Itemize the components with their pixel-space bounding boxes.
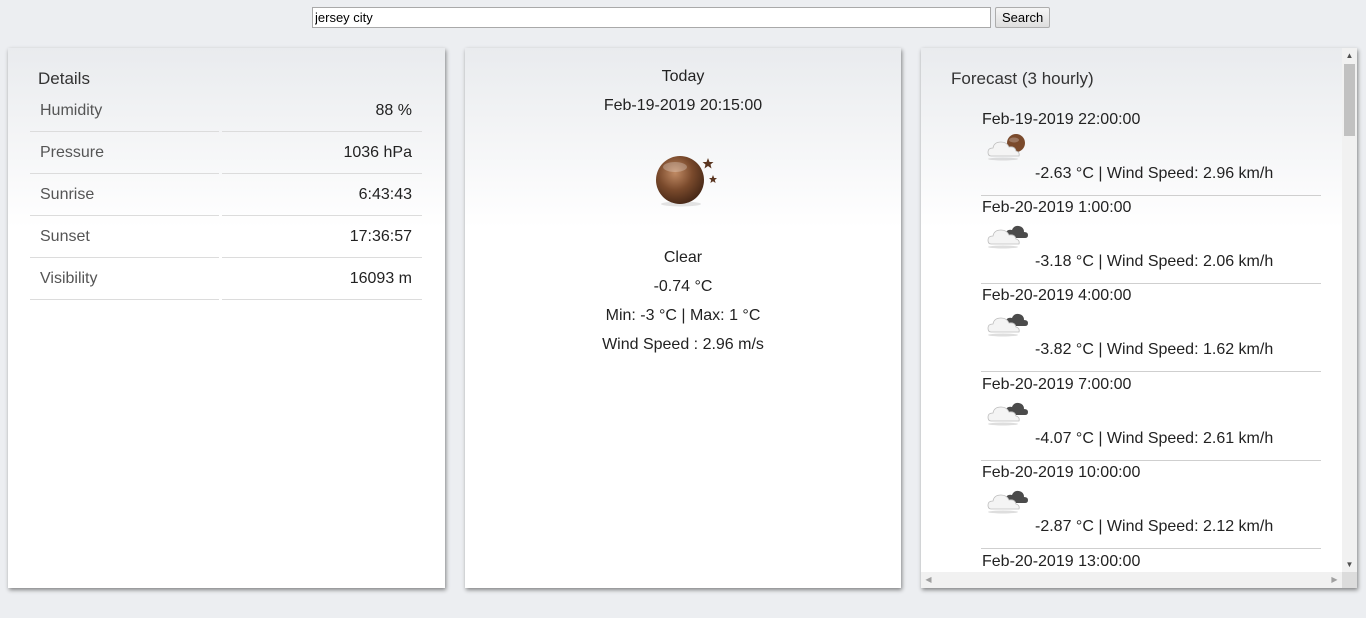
forecast-scroll-area[interactable]: Forecast (3 hourly) Feb-19-2019 22:00:00… (921, 48, 1341, 572)
scrollbar-thumb[interactable] (1344, 64, 1355, 136)
detail-row-sunrise: Sunrise 6:43:43 (30, 174, 422, 216)
detail-row-sunset: Sunset 17:36:57 (30, 216, 422, 258)
details-title: Details (38, 69, 90, 88)
forecast-info: -3.82 °C | Wind Speed: 1.62 km/h (1035, 341, 1274, 358)
forecast-datetime: Feb-19-2019 22:00:00 (982, 111, 1141, 128)
forecast-datetime: Feb-20-2019 4:00:00 (982, 287, 1132, 304)
forecast-title: Forecast (3 hourly) (951, 69, 1094, 88)
forecast-info: -3.18 °C | Wind Speed: 2.06 km/h (1035, 253, 1274, 270)
forecast-datetime: Feb-20-2019 13:00:00 (982, 553, 1141, 570)
detail-value: 17:36:57 (222, 216, 422, 258)
vertical-scrollbar[interactable]: ▲ ▼ (1342, 48, 1357, 572)
forecast-item: Feb-20-2019 4:00:00 -3.82 °C | Wind Spee… (981, 284, 1321, 372)
forecast-panel[interactable]: Forecast (3 hourly) Feb-19-2019 22:00:00… (921, 48, 1357, 588)
forecast-info: -2.87 °C | Wind Speed: 2.12 km/h (1035, 518, 1274, 535)
forecast-datetime: Feb-20-2019 1:00:00 (982, 199, 1132, 216)
detail-label: Visibility (30, 258, 219, 300)
today-temperature: -0.74 °C (653, 278, 713, 295)
search-button[interactable]: Search (995, 7, 1051, 28)
dark-cloud-icon (987, 490, 1028, 514)
forecast-item: Feb-20-2019 7:00:00 -4.07 °C | Wind Spee… (981, 373, 1321, 461)
forecast-info: -2.63 °C | Wind Speed: 2.96 km/h (1035, 165, 1274, 182)
scroll-up-arrow-icon[interactable]: ▲ (1345, 51, 1354, 60)
moon-night-icon (656, 156, 717, 207)
forecast-item: Feb-20-2019 1:00:00 -3.18 °C | Wind Spee… (981, 196, 1321, 284)
detail-value: 6:43:43 (222, 174, 422, 216)
dark-cloud-icon (987, 313, 1028, 337)
detail-row-visibility: Visibility 16093 m (30, 258, 422, 300)
search-bar: Search (312, 7, 1051, 28)
forecast-item: Feb-20-2019 13:00:00 (981, 550, 1321, 572)
dark-cloud-icon (987, 402, 1028, 426)
scroll-down-arrow-icon[interactable]: ▼ (1345, 560, 1354, 569)
today-panel: Today Feb-19-2019 20:15:00 Clear -0.74 °… (465, 48, 901, 588)
detail-row-pressure: Pressure 1036 hPa (30, 132, 422, 174)
today-datetime: Feb-19-2019 20:15:00 (603, 97, 763, 114)
details-panel: Details Humidity 88 % Pressure 1036 hPa … (8, 48, 445, 588)
detail-label: Sunset (30, 216, 219, 258)
horizontal-scrollbar[interactable]: ◀ ▶ (921, 572, 1342, 588)
forecast-item: Feb-19-2019 22:00:00 -2.63 °C | Wind Spe… (981, 108, 1321, 196)
forecast-datetime: Feb-20-2019 7:00:00 (982, 376, 1132, 393)
forecast-info: -4.07 °C | Wind Speed: 2.61 km/h (1035, 430, 1274, 447)
detail-label: Sunrise (30, 174, 219, 216)
today-title: Today (661, 68, 705, 85)
detail-value: 88 % (222, 90, 422, 132)
dark-cloud-icon (987, 225, 1028, 249)
scroll-right-arrow-icon[interactable]: ▶ (1331, 575, 1338, 584)
forecast-datetime: Feb-20-2019 10:00:00 (982, 464, 1141, 481)
detail-row-humidity: Humidity 88 % (30, 90, 422, 132)
scrollbar-corner (1342, 572, 1357, 588)
today-wind: Wind Speed : 2.96 m/s (602, 336, 764, 353)
forecast-item: Feb-20-2019 10:00:00 -2.87 °C | Wind Spe… (981, 461, 1321, 549)
search-input[interactable] (312, 7, 991, 28)
detail-label: Pressure (30, 132, 219, 174)
detail-value: 1036 hPa (222, 132, 422, 174)
detail-label: Humidity (30, 90, 219, 132)
scroll-left-arrow-icon[interactable]: ◀ (925, 575, 932, 584)
today-min-max: Min: -3 °C | Max: 1 °C (605, 307, 761, 324)
detail-value: 16093 m (222, 258, 422, 300)
today-condition: Clear (663, 249, 703, 266)
cloud-moon-icon (987, 134, 1025, 161)
